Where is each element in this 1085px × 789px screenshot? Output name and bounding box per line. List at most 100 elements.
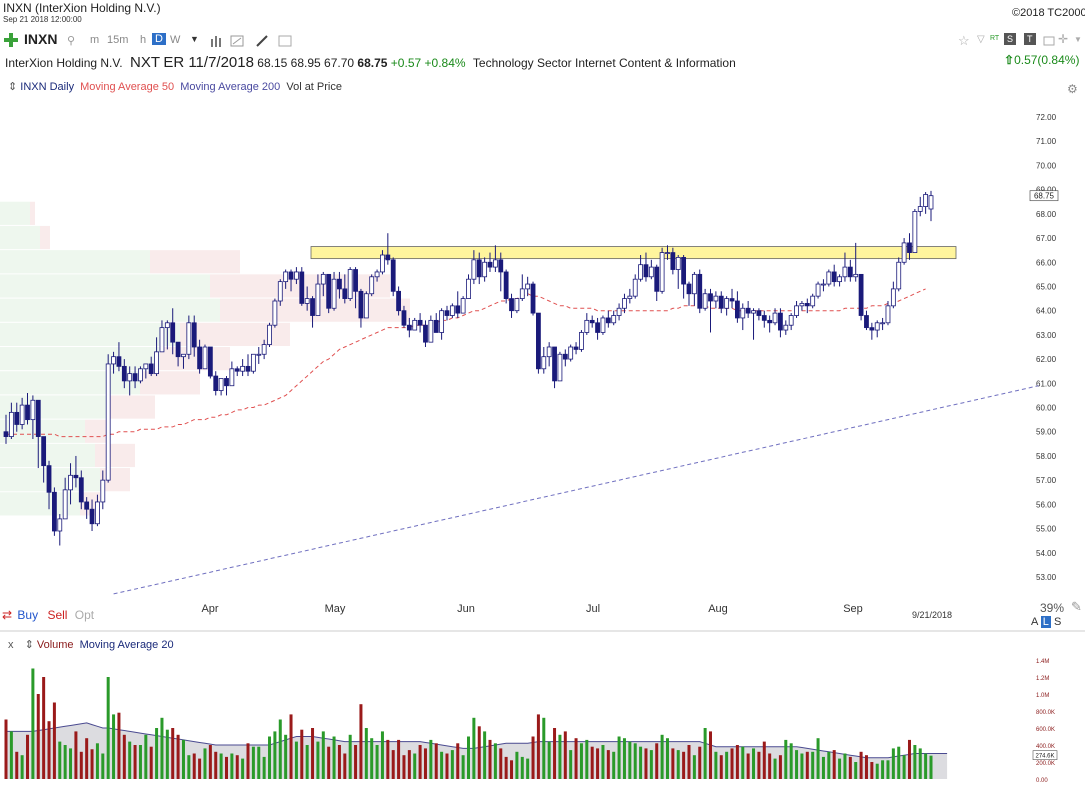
vap-buy-bar [0,298,220,322]
indicator-icon[interactable] [230,34,244,52]
candle-body [546,346,552,358]
volume-bar [69,748,73,779]
industry[interactable]: Internet Content & Information [574,56,736,70]
menu-chevron-icon[interactable]: ▼ [1074,35,1082,44]
window-icon[interactable] [1043,34,1055,52]
candle-body [509,298,514,312]
candle-body [449,305,455,316]
volume-bar [149,746,153,779]
chevron-down-icon[interactable]: ▼ [190,34,199,44]
candle-body [8,411,14,437]
candle-body [229,368,235,387]
candle-body [568,346,574,360]
als-l[interactable]: L [1040,616,1051,628]
volume-bar [36,694,40,779]
timeframe-weekly[interactable]: W [170,34,181,46]
last-price-tag: 68.75 [1034,192,1055,201]
price-tick-label: 66.00 [1036,258,1057,267]
timeframe-daily[interactable]: D [152,33,166,45]
volume-tick-label: 800.0K [1036,710,1055,716]
change-percent: +0.84% [424,56,466,70]
candle-body [552,346,557,382]
sort-icon[interactable]: ⇕ [8,81,18,93]
volume-label[interactable]: Volume [36,639,74,651]
high-price: 68.95 [290,56,321,70]
volume-bar [284,734,288,779]
exchange: NXT [129,54,160,71]
sort-icon[interactable]: ⇕ [24,639,34,651]
candle-body [358,290,364,319]
close-pane-button[interactable]: x [8,639,14,651]
legend-vap[interactable]: Vol at Price [286,81,342,93]
alert-icon[interactable]: ▽ [977,34,985,45]
volume-bar [590,746,594,779]
candle-body [342,288,348,299]
candle-body [702,293,708,309]
volume-bar [488,739,492,779]
candle-body [57,518,63,532]
volume-bar [811,751,815,779]
volume-bar [128,741,132,779]
add-symbol-icon[interactable] [4,33,18,47]
candle-body [132,373,138,382]
candle-body [654,266,660,292]
sell-button[interactable]: Sell [47,608,68,622]
date-tick-label: Jul [586,603,600,615]
candle-body [380,254,385,273]
volume-bar [354,745,358,779]
settings-gear-icon[interactable]: ⚙ [1067,82,1078,96]
volume-bar [343,753,347,779]
candle-body [95,501,100,525]
candle-body [52,491,57,532]
link-icon[interactable]: ⚲ [67,35,76,47]
volume-bar [848,756,852,779]
candle-body [498,259,504,273]
price-tick-label: 55.00 [1036,525,1057,534]
option-button[interactable]: Opt [74,608,95,622]
date-tick-label: Jun [457,603,475,615]
last-price-box [1029,190,1059,202]
symbol-input[interactable]: INXN [24,31,58,47]
volume-bar [47,721,51,779]
buy-button[interactable]: Buy [17,608,39,622]
volume-bar [558,734,562,779]
volume-ma-label[interactable]: Moving Average 20 [79,639,174,651]
legend-main[interactable]: INXN Daily [20,81,75,93]
candle-body [853,273,859,278]
note-icon[interactable] [278,34,292,52]
trade-icon[interactable]: ⇄ [2,608,13,622]
draw-pencil-icon[interactable] [255,34,269,52]
candle-body [19,404,25,425]
volume-bar [854,762,858,779]
template-button[interactable]: T [1024,33,1036,45]
volume-bar [278,719,282,779]
timeframe-15m[interactable]: 15m [107,34,129,46]
scan-button[interactable]: S [1004,33,1017,45]
vap-buy-bar [0,371,140,395]
right-change: ⇧0.57(0.84%) [1004,53,1080,67]
candle-body [638,264,643,280]
candle-body [708,293,713,302]
realtime-button[interactable]: RT [990,35,1000,42]
volume-bar [311,728,315,779]
als-s[interactable]: S [1053,616,1062,628]
volume-bar [832,750,836,779]
legend-ma200[interactable]: Moving Average 200 [180,81,281,93]
candle-body [353,269,358,292]
candle-body [148,363,154,375]
star-icon[interactable]: ☆ [958,33,970,48]
legend-ma50[interactable]: Moving Average 50 [80,81,175,93]
sector[interactable]: Technology Sector [472,56,572,70]
crosshair-icon[interactable]: ✛ [1058,32,1069,46]
timeframe-minute[interactable]: m [90,34,100,46]
volume-bar [579,743,583,779]
als-a[interactable]: A [1031,616,1038,628]
volume-bar [273,731,277,779]
candle-body [240,365,246,372]
volume-bar [617,736,621,779]
timeframe-hour[interactable]: h [140,34,147,46]
chart-style-icon[interactable] [210,34,224,52]
pencil-icon[interactable]: ✎ [1071,599,1082,614]
volume-bar [735,745,739,779]
volume-bar [762,741,766,779]
